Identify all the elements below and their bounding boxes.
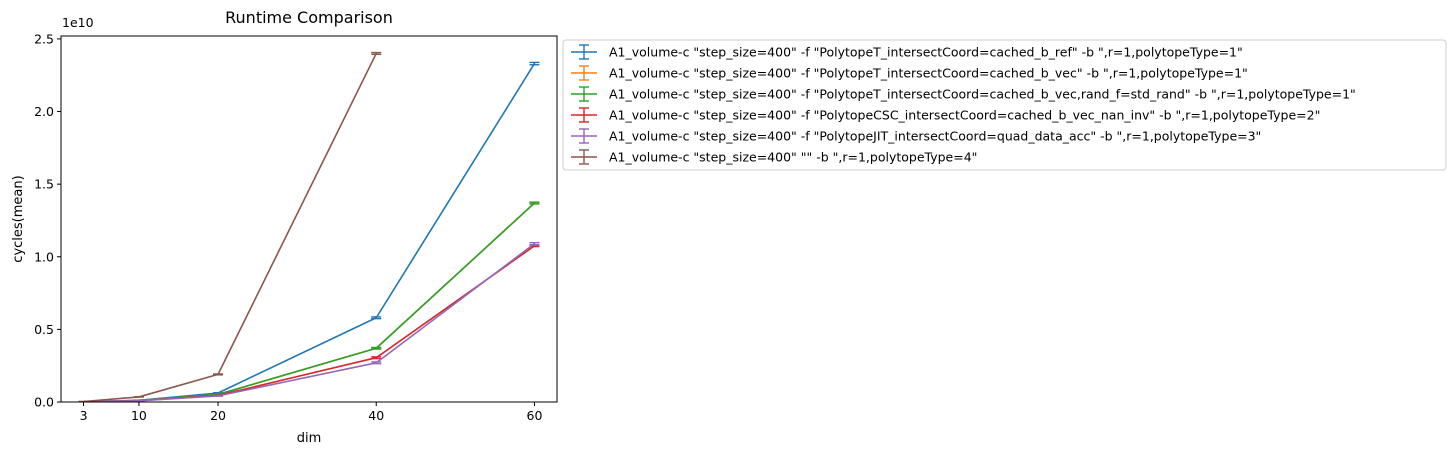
- legend-item: A1_volume-c "step_size=400" -f "Polytope…: [571, 44, 1243, 60]
- y-tick-label: 2.0: [34, 104, 54, 119]
- x-tick-label: 20: [210, 408, 226, 423]
- x-tick-label: 40: [368, 408, 384, 423]
- y-axis-label: cycles(mean): [11, 175, 26, 262]
- legend-label: A1_volume-c "step_size=400" -f "Polytope…: [609, 87, 1356, 102]
- series-line: [83, 63, 536, 403]
- x-tick-label: 3: [80, 408, 88, 423]
- legend-item: A1_volume-c "step_size=400" -f "Polytope…: [571, 86, 1356, 102]
- x-axis-label: dim: [297, 431, 322, 446]
- y-tick-label: 1.5: [34, 177, 54, 192]
- x-tick-label: 60: [527, 408, 543, 423]
- plot-area: [78, 51, 540, 403]
- legend-label: A1_volume-c "step_size=400" -f "Polytope…: [609, 66, 1248, 81]
- series-2: [78, 201, 540, 403]
- series-1: [78, 61, 540, 403]
- series-line: [83, 245, 535, 403]
- series-4: [78, 244, 540, 403]
- y-tick-label: 1.0: [34, 249, 54, 264]
- axes-frame: [60, 35, 558, 403]
- x-tick-label: 10: [131, 408, 147, 423]
- legend-item: A1_volume-c "step_size=400" -f "Polytope…: [571, 65, 1248, 81]
- series-5: [78, 241, 540, 403]
- legend: A1_volume-c "step_size=400" -f "Polytope…: [562, 39, 1447, 171]
- x-axis-ticks: 3 10 20 40 60: [80, 402, 543, 423]
- series-6: [78, 51, 382, 403]
- y-tick-label: 0.5: [34, 322, 54, 337]
- legend-item: A1_volume-c "step_size=400" -f "Polytope…: [571, 107, 1320, 123]
- y-axis-ticks: 0.0 0.5 1.0 1.5 2.0 2.5: [34, 31, 61, 410]
- series-line: [83, 202, 535, 403]
- y-axis-offset-label: 1e10: [62, 15, 94, 30]
- legend-item: A1_volume-c "step_size=400" -f "Polytope…: [571, 128, 1261, 144]
- legend-label: A1_volume-c "step_size=400" -f "Polytope…: [609, 108, 1320, 123]
- series-line: [83, 243, 535, 403]
- legend-label: A1_volume-c "step_size=400" "" -b ",r=1,…: [609, 150, 977, 165]
- series-line: [83, 202, 535, 403]
- y-tick-label: 2.5: [34, 31, 54, 46]
- legend-label: A1_volume-c "step_size=400" -f "Polytope…: [609, 45, 1243, 60]
- series-line: [83, 53, 377, 403]
- series-3: [78, 201, 540, 403]
- chart-title: Runtime Comparison: [225, 8, 393, 27]
- legend-item: A1_volume-c "step_size=400" "" -b ",r=1,…: [571, 149, 977, 165]
- y-tick-label: 0.0: [34, 395, 54, 410]
- legend-label: A1_volume-c "step_size=400" -f "Polytope…: [609, 129, 1261, 144]
- legend-box: [562, 39, 1447, 171]
